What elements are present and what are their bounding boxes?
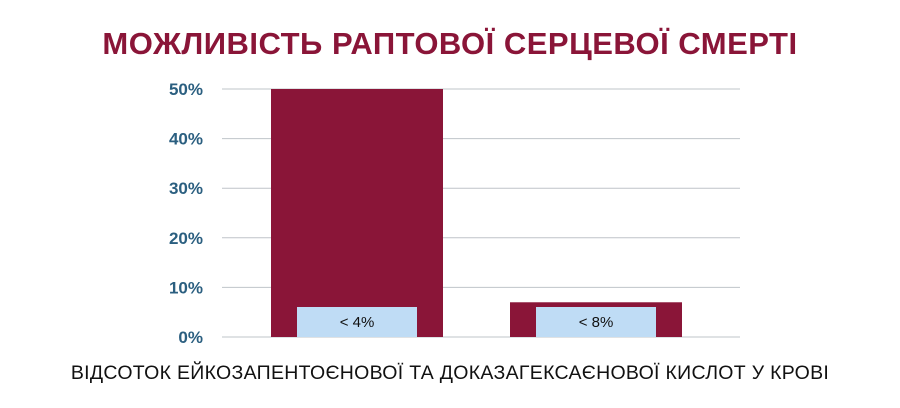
y-tick-label: 50% — [169, 80, 203, 99]
y-tick-label: 20% — [169, 229, 203, 248]
chart-title: МОЖЛИВІСТЬ РАПТОВОЇ СЕРЦЕВОЇ СМЕРТІ — [102, 26, 798, 61]
bars: < 4% < 8% — [271, 89, 682, 337]
bar — [271, 89, 443, 337]
x-axis-label: ВІДСОТОК ЕЙКОЗАПЕНТОЄНОВОЇ ТА ДОКАЗАГЕКС… — [70, 362, 830, 384]
y-tick-label: 0% — [178, 328, 203, 347]
category-label-box — [536, 307, 656, 337]
y-tick-label: 10% — [169, 278, 203, 297]
y-tick-label: 30% — [169, 179, 203, 198]
category-label-box — [297, 307, 417, 337]
category-label: < 4% — [340, 314, 375, 331]
y-axis-ticks: 0% 10% 20% 30% 40% 50% — [169, 80, 203, 347]
y-tick-label: 40% — [169, 130, 203, 149]
category-label: < 8% — [579, 314, 614, 331]
